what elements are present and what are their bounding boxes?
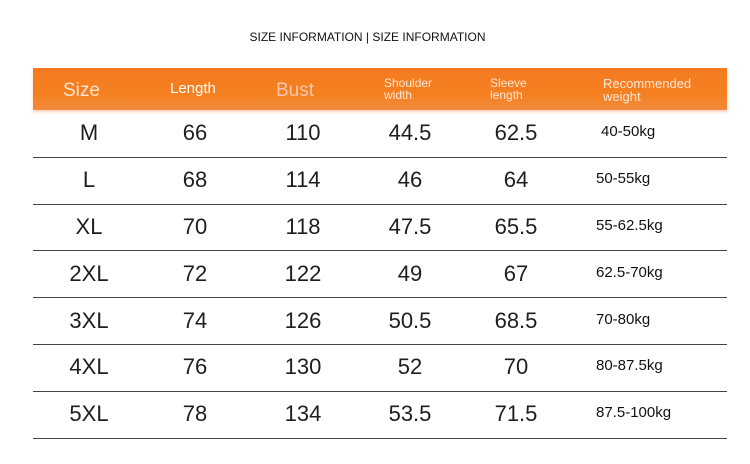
table-cell: 71.5 bbox=[494, 401, 538, 427]
table-cell: 65.5 bbox=[494, 214, 538, 239]
table-cell: 68 bbox=[182, 167, 208, 193]
column-header: Length bbox=[170, 80, 216, 97]
row-divider bbox=[33, 391, 727, 392]
column-header: Shoulder width bbox=[384, 76, 433, 102]
table-cell: 110 bbox=[285, 120, 321, 146]
table-cell: 68.5 bbox=[494, 307, 538, 333]
table-cell: 130 bbox=[284, 354, 322, 380]
weight-cell: 40-50kg bbox=[601, 123, 656, 141]
table-cell: 44.5 bbox=[388, 120, 432, 146]
table-cell: 74 bbox=[182, 307, 208, 333]
table-cell: 67 bbox=[503, 260, 529, 286]
table-cell: 118 bbox=[285, 214, 321, 239]
table-cell: 134 bbox=[284, 401, 322, 427]
table-cell: 52 bbox=[397, 354, 423, 380]
column-header: Sleeve length bbox=[490, 76, 527, 102]
row-divider bbox=[33, 438, 727, 439]
row-divider bbox=[33, 297, 727, 298]
table-cell: 47.5 bbox=[388, 214, 432, 239]
weight-cell: 62.5-70kg bbox=[596, 263, 663, 281]
table-cell: XL bbox=[75, 214, 103, 239]
row-divider bbox=[33, 157, 727, 158]
table-cell: 126 bbox=[284, 307, 322, 333]
weight-cell: 50-55kg bbox=[596, 170, 651, 188]
table-cell: 49 bbox=[397, 260, 423, 286]
table-cell: 3XL bbox=[69, 307, 109, 333]
weight-cell: 80-87.5kg bbox=[596, 357, 663, 375]
row-divider bbox=[33, 344, 727, 345]
weight-cell: 70-80kg bbox=[596, 310, 651, 328]
table-cell: 114 bbox=[285, 167, 321, 193]
page-title: SIZE INFORMATION | SIZE INFORMATION bbox=[249, 30, 486, 44]
table-cell: 64 bbox=[503, 167, 529, 193]
row-divider bbox=[33, 250, 727, 251]
column-header: Size bbox=[63, 80, 100, 101]
table-cell: 50.5 bbox=[388, 307, 432, 333]
table-cell: L bbox=[82, 167, 96, 193]
table-cell: 2XL bbox=[69, 260, 109, 286]
column-header: Recommended weight bbox=[603, 76, 692, 104]
table-cell: 46 bbox=[397, 167, 423, 193]
table-cell: 76 bbox=[182, 354, 208, 380]
table-cell: 4XL bbox=[69, 354, 109, 380]
column-header: Bust bbox=[276, 80, 315, 101]
table-cell: M bbox=[79, 120, 99, 146]
table-cell: 62.5 bbox=[494, 120, 538, 146]
table-cell: 5XL bbox=[69, 401, 109, 427]
table-cell: 122 bbox=[284, 260, 322, 286]
table-cell: 66 bbox=[182, 120, 208, 146]
table-cell: 72 bbox=[182, 260, 208, 286]
table-cell: 78 bbox=[182, 401, 208, 427]
row-divider bbox=[33, 204, 727, 205]
weight-cell: 87.5-100kg bbox=[596, 404, 672, 422]
table-cell: 70 bbox=[182, 214, 208, 239]
weight-cell: 55-62.5kg bbox=[596, 217, 663, 234]
table-cell: 53.5 bbox=[388, 401, 432, 427]
table-cell: 70 bbox=[503, 354, 529, 380]
table-header: Size Length Bust Shoulder width Sleeve lengt… bbox=[33, 68, 727, 110]
